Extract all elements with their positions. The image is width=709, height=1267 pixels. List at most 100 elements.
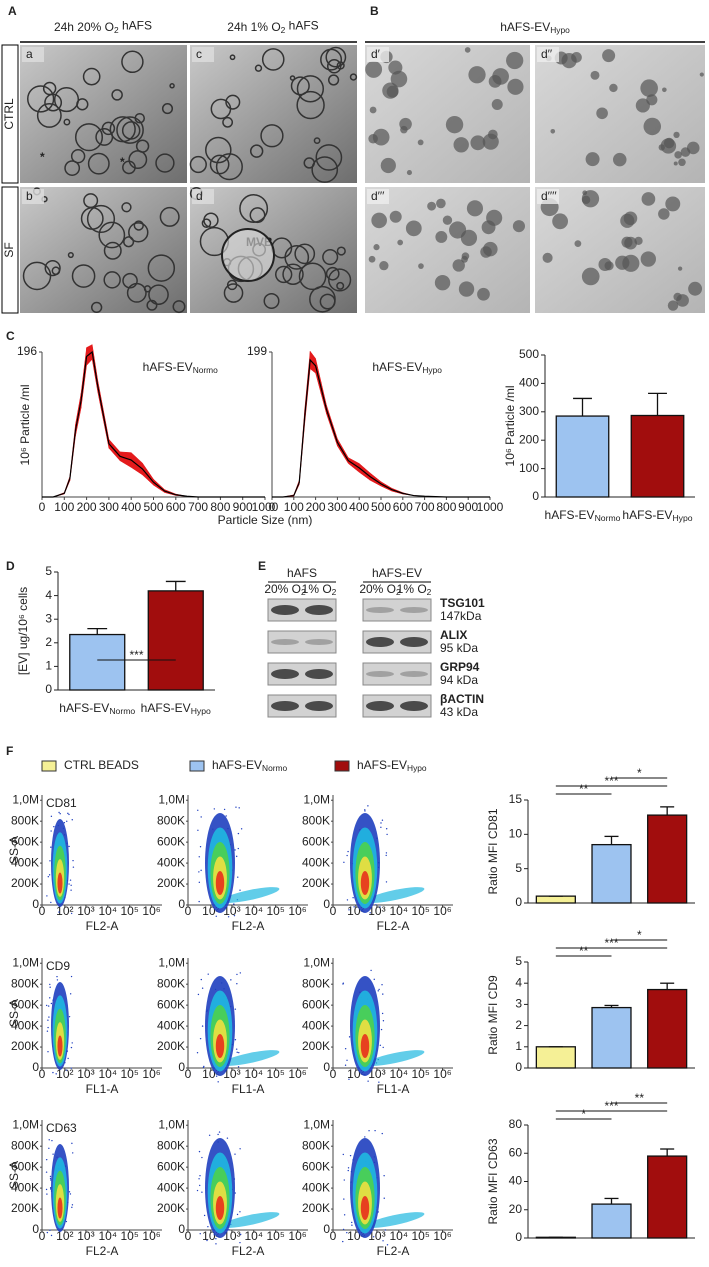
event-dot: [70, 1067, 72, 1069]
x-tick-label: 100: [54, 500, 74, 514]
x-tick-label: 400: [121, 500, 141, 514]
vesicle: [201, 218, 212, 228]
vesicle: [658, 208, 670, 220]
event-dot: [347, 1169, 349, 1172]
event-dot: [367, 805, 369, 807]
vesicle: [121, 50, 144, 74]
label-bg: [192, 47, 214, 62]
blot-band: [366, 607, 394, 613]
vesicle: [159, 206, 180, 227]
vesicle: [336, 281, 345, 290]
event-dot: [68, 1191, 71, 1193]
panel-title-text: hAFS-EV: [500, 20, 550, 34]
event-dot: [378, 1081, 380, 1083]
bar: [647, 814, 688, 904]
vesicle: [673, 161, 678, 166]
y-tick-label: 100: [519, 461, 539, 475]
x-tick-label: 0: [39, 500, 46, 514]
event-dot: [383, 1174, 385, 1177]
vesicle: [67, 251, 74, 259]
event-cloud: [215, 1196, 225, 1220]
event-dot: [70, 1046, 73, 1049]
bar: [591, 1006, 632, 1069]
vesicle: [215, 153, 243, 181]
y-tick-label: 2: [45, 635, 52, 649]
event-dot: [47, 1026, 49, 1029]
x-tick-label: 900: [458, 500, 478, 514]
event-dot: [351, 1224, 353, 1226]
panel-label: C: [6, 329, 15, 343]
y-tick-label: 200K: [157, 1039, 185, 1053]
x-tick-label: 1000: [477, 500, 504, 514]
event-dot: [49, 997, 51, 999]
event-dot: [346, 1059, 348, 1061]
event-dot: [55, 1073, 57, 1075]
event-dot: [200, 869, 202, 872]
legend-swatch: [189, 760, 205, 772]
x-tick-label: 100: [284, 500, 304, 514]
image-label: d′′′′: [541, 189, 557, 203]
event-dot: [199, 1174, 201, 1177]
vesicle: [296, 75, 325, 103]
event-dot: [197, 993, 200, 996]
event-dot: [223, 808, 226, 811]
x-tick-label: 0: [330, 1229, 337, 1243]
vesicle: [148, 284, 169, 306]
event-dot: [239, 1233, 242, 1236]
micrograph: [365, 187, 530, 313]
x-tick-label: 10⁵: [411, 904, 429, 918]
x-axis-label: FL2-A: [232, 1244, 265, 1258]
chart-title: hAFS-EVNormo: [143, 360, 218, 375]
lane-label-text: 20% O: [359, 582, 396, 596]
vesicle: [436, 198, 446, 209]
vesicle: [169, 83, 175, 89]
y-tick-label: 0: [515, 1230, 522, 1244]
vesicle: [95, 128, 114, 146]
event-dot: [234, 1192, 236, 1194]
lane-label: 1% O2: [302, 582, 337, 597]
event-dot: [201, 1156, 203, 1159]
label-bg: [537, 189, 559, 204]
vesicle: [667, 300, 679, 311]
event-dot: [367, 1080, 369, 1082]
blot-band: [400, 637, 428, 647]
vesicle: [388, 60, 403, 75]
lane-label: 20% O2: [264, 582, 306, 597]
significance-label: **: [579, 782, 589, 796]
vesicle: [380, 157, 396, 174]
event-dot: [349, 1154, 352, 1157]
panel-label: E: [258, 559, 266, 573]
event-dot: [203, 1065, 205, 1068]
vesicle: [53, 87, 80, 113]
category-sub: Hypo: [672, 513, 692, 523]
event-dot: [237, 876, 239, 878]
event-dot: [369, 912, 371, 914]
event-dot: [45, 1188, 48, 1191]
event-dot: [239, 1241, 241, 1244]
lane-label-text: 1% O: [397, 582, 427, 596]
category-sub: Hypo: [191, 706, 211, 716]
vesicle: [405, 220, 422, 237]
event-dot: [348, 909, 350, 911]
x-axis-label: FL1-A: [377, 1082, 410, 1096]
vesicle: [260, 124, 284, 148]
y-tick-label: 1,0M: [12, 955, 39, 969]
vesicle: [368, 255, 376, 263]
event-cloud: [57, 1035, 63, 1057]
y-tick-label: 15: [509, 792, 523, 806]
event-dot: [197, 809, 199, 811]
vesicle: [239, 194, 269, 223]
y-tick-label: 400: [519, 376, 539, 390]
vesicle: [313, 137, 321, 145]
event-dot: [348, 1036, 351, 1038]
legend-swatch: [41, 760, 57, 772]
event-dot: [380, 822, 382, 824]
event-dot: [235, 855, 238, 858]
y-tick-label: 800K: [302, 813, 330, 827]
vesicle: [609, 83, 618, 93]
error-band: [142, 462, 154, 486]
event-dot: [199, 1233, 201, 1235]
event-dot: [71, 819, 73, 821]
y-tick-label: 0: [178, 897, 185, 911]
bar: [147, 590, 204, 691]
